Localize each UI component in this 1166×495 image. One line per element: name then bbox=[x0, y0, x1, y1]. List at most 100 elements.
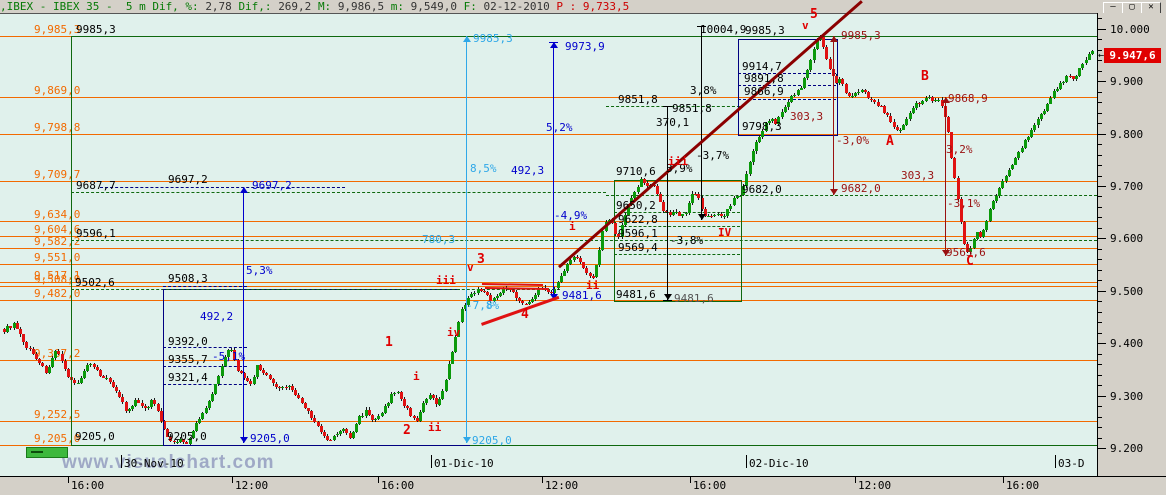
session-indicator[interactable] bbox=[26, 447, 68, 458]
candle bbox=[285, 387, 288, 389]
chart-annotation: 9697,2 bbox=[252, 179, 292, 192]
candle bbox=[918, 102, 921, 105]
candle bbox=[816, 39, 819, 50]
axis-tick bbox=[1098, 343, 1106, 345]
candle bbox=[61, 353, 64, 362]
drawn-level-line bbox=[71, 36, 1097, 38]
candle bbox=[464, 304, 467, 309]
candle bbox=[694, 193, 697, 195]
dashed-level-line bbox=[100, 187, 345, 189]
candle bbox=[822, 36, 825, 47]
price-level-line bbox=[0, 286, 1097, 288]
chart-annotation: 9682,0 bbox=[742, 183, 782, 196]
candle bbox=[195, 423, 198, 432]
axis-tick bbox=[1098, 91, 1102, 93]
candle bbox=[717, 214, 720, 216]
candle bbox=[653, 185, 656, 187]
candle bbox=[633, 191, 636, 198]
dashed-level-line bbox=[738, 85, 836, 87]
candle bbox=[441, 390, 444, 399]
date-tick bbox=[746, 455, 747, 468]
candle bbox=[787, 101, 790, 108]
candle bbox=[112, 381, 115, 388]
candle bbox=[150, 400, 153, 408]
candle bbox=[480, 289, 483, 291]
axis-tick bbox=[1098, 102, 1102, 104]
candle bbox=[259, 365, 262, 370]
time-axis[interactable] bbox=[0, 477, 1166, 495]
candle bbox=[704, 209, 707, 216]
candle bbox=[512, 290, 515, 292]
dashed-level-line bbox=[606, 106, 740, 108]
candle bbox=[422, 403, 425, 413]
measure-cap bbox=[697, 26, 706, 28]
price-level-label: 9,582,2 bbox=[34, 234, 81, 248]
chart-annotation: 9205,0 bbox=[75, 430, 115, 443]
candle bbox=[925, 98, 928, 102]
price-level-label: 9,551,0 bbox=[34, 251, 81, 264]
candle-wick bbox=[708, 213, 709, 218]
chart-plot-area[interactable] bbox=[0, 13, 1097, 477]
time-label: 16:00 bbox=[693, 479, 727, 492]
candle bbox=[208, 400, 211, 409]
range-box bbox=[738, 39, 838, 137]
candle bbox=[281, 387, 284, 389]
candle bbox=[1088, 54, 1091, 60]
candle bbox=[243, 373, 246, 379]
axis-tick bbox=[1098, 133, 1106, 135]
candle bbox=[576, 256, 579, 259]
candle bbox=[637, 186, 640, 192]
dashed-level-line bbox=[163, 286, 247, 288]
candle bbox=[713, 214, 716, 217]
dashed-level-line bbox=[163, 384, 247, 386]
candle bbox=[185, 441, 188, 444]
candle bbox=[301, 398, 304, 403]
dashed-level-line bbox=[71, 192, 606, 194]
axis-separator bbox=[0, 476, 1166, 477]
candle bbox=[1056, 88, 1059, 92]
axis-label: 9.900 bbox=[1110, 75, 1144, 89]
candle bbox=[406, 405, 409, 408]
last-price-badge: 9.947,6 bbox=[1104, 48, 1161, 63]
candle bbox=[1021, 148, 1024, 153]
candle bbox=[493, 297, 496, 301]
candle bbox=[262, 369, 265, 374]
chart-annotation: 3,8% bbox=[690, 84, 717, 97]
axis-tick bbox=[1098, 269, 1102, 271]
candle bbox=[659, 194, 662, 202]
chart-annotation: 9891,8 bbox=[744, 72, 784, 85]
candle bbox=[1059, 83, 1062, 89]
title-segment: 269,2 bbox=[278, 0, 318, 13]
axis-tick bbox=[1098, 196, 1102, 198]
candle bbox=[896, 126, 899, 131]
price-level-line bbox=[0, 281, 1097, 283]
chart-annotation: 303,3 bbox=[790, 110, 824, 123]
price-axis[interactable]: 10.000 9.900 9.800 9.700 9.600 9.500 9.400 9.30… bbox=[1097, 13, 1166, 476]
candle bbox=[214, 384, 217, 394]
chart-annotation: 9697,2 bbox=[168, 173, 208, 186]
axis-tick bbox=[1098, 238, 1106, 240]
dashed-level-line bbox=[163, 366, 247, 368]
measure-line bbox=[833, 36, 834, 196]
title-segment: 2,78 bbox=[205, 0, 239, 13]
price-level-label: 9,367,2 bbox=[34, 348, 80, 359]
candle bbox=[582, 262, 585, 268]
axis-tick bbox=[1098, 70, 1102, 72]
candle bbox=[448, 363, 451, 380]
chart-annotation: 3,9% bbox=[666, 162, 693, 175]
candle bbox=[710, 215, 713, 217]
candle bbox=[1049, 98, 1052, 104]
candle bbox=[873, 99, 876, 102]
candle bbox=[912, 108, 915, 113]
candle bbox=[899, 129, 902, 131]
candle bbox=[998, 187, 1001, 197]
candle bbox=[265, 373, 268, 375]
chart-annotation: 9985,3 bbox=[841, 29, 881, 42]
candle bbox=[870, 98, 873, 100]
price-level-label: 9,252,5 bbox=[34, 407, 81, 421]
candle bbox=[384, 406, 387, 413]
time-label: 12:00 bbox=[858, 479, 892, 492]
chart-annotation: iv bbox=[447, 326, 461, 339]
axis-tick bbox=[1098, 280, 1102, 282]
chart-annotation: -7,8% bbox=[466, 299, 500, 312]
